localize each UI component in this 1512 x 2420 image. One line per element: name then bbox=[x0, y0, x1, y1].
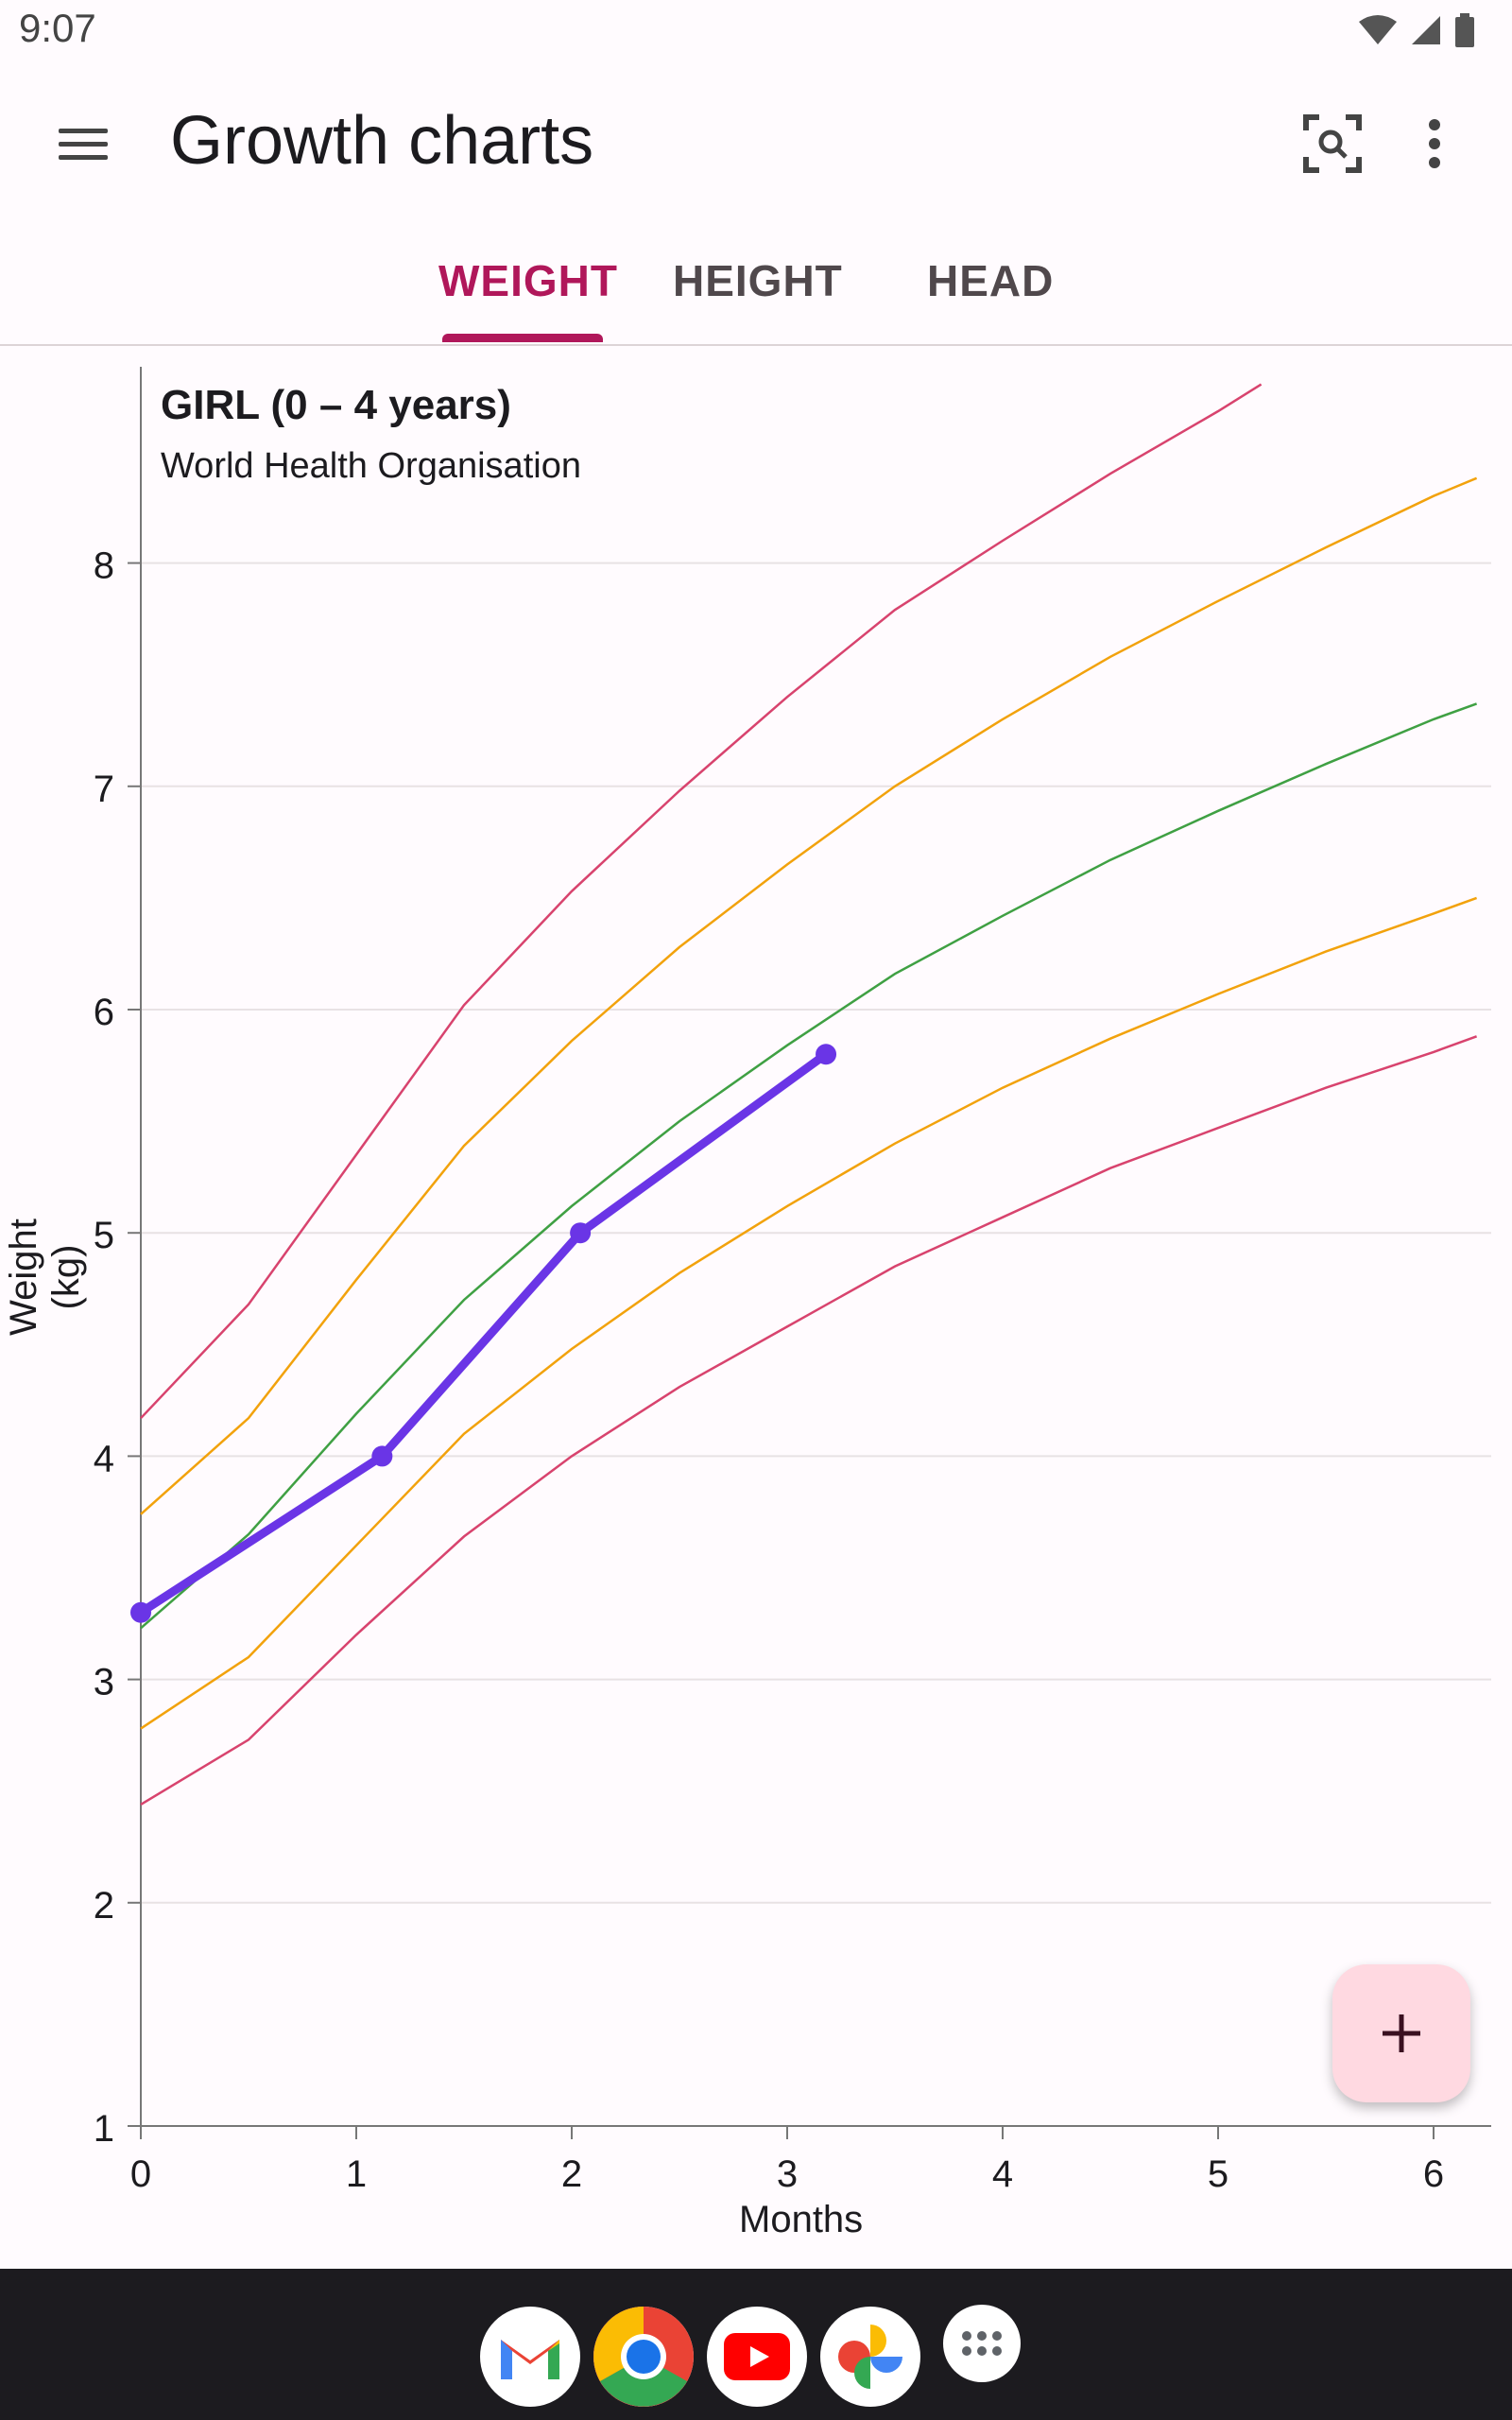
percentile-curve-1 bbox=[140, 476, 1478, 1515]
x-tick-label: 6 bbox=[1423, 2153, 1444, 2195]
y-tick-label: 3 bbox=[94, 1662, 114, 1703]
battery-icon bbox=[1455, 13, 1474, 47]
add-measurement-button[interactable] bbox=[1332, 1964, 1470, 2102]
tab-weight[interactable]: WEIGHT bbox=[438, 256, 618, 305]
y-axis-label: Weight (kg) bbox=[3, 1219, 87, 1336]
y-tick-label: 5 bbox=[94, 1215, 114, 1256]
status-icons bbox=[1359, 13, 1474, 47]
x-tick-label: 1 bbox=[346, 2153, 367, 2195]
app-dock bbox=[0, 2269, 1512, 2420]
gmail-icon[interactable] bbox=[480, 2307, 580, 2407]
chart-subtitle: World Health Organisation bbox=[161, 446, 581, 486]
youtube-icon[interactable] bbox=[707, 2307, 807, 2407]
tab-head[interactable]: HEAD bbox=[927, 256, 1055, 305]
document-scan-icon[interactable] bbox=[1298, 110, 1366, 178]
x-tick-label: 4 bbox=[992, 2153, 1013, 2195]
measurement-point bbox=[371, 1445, 393, 1467]
x-tick-label: 0 bbox=[130, 2153, 151, 2195]
app-drawer-icon[interactable] bbox=[943, 2305, 1021, 2382]
y-tick-label: 1 bbox=[94, 2108, 114, 2150]
chart-title: GIRL (0 – 4 years) bbox=[161, 382, 511, 428]
x-tick-label: 5 bbox=[1208, 2153, 1228, 2195]
tab-indicator bbox=[442, 334, 603, 342]
x-tick-label: 3 bbox=[777, 2153, 798, 2195]
photos-icon[interactable] bbox=[820, 2307, 920, 2407]
percentile-curve-2 bbox=[140, 702, 1478, 1630]
percentile-curve-4 bbox=[140, 1035, 1478, 1806]
page-title: Growth charts bbox=[170, 103, 594, 179]
y-tick-label: 4 bbox=[94, 1438, 114, 1479]
plus-icon bbox=[1383, 2014, 1420, 2052]
y-tick-label: 2 bbox=[94, 1885, 114, 1927]
status-bar: 9:07 bbox=[0, 0, 1512, 60]
measurement-point bbox=[816, 1044, 837, 1065]
measurement-point bbox=[130, 1601, 151, 1623]
tab-height[interactable]: HEIGHT bbox=[673, 256, 843, 305]
y-tick-label: 7 bbox=[94, 769, 114, 810]
y-tick-label: 8 bbox=[94, 545, 114, 587]
percentile-curve-3 bbox=[140, 896, 1478, 1730]
measurement-line bbox=[136, 1049, 831, 1617]
measurement-point bbox=[570, 1222, 592, 1244]
x-tick-label: 2 bbox=[561, 2153, 582, 2195]
percentile-curve-0 bbox=[140, 383, 1263, 1420]
more-vert-icon[interactable] bbox=[1408, 110, 1461, 178]
menu-icon[interactable] bbox=[59, 117, 112, 170]
app-bar: Growth charts bbox=[0, 60, 1512, 227]
y-tick-label: 6 bbox=[94, 992, 114, 1033]
signal-icon bbox=[1412, 16, 1440, 44]
tab-bar: WEIGHT HEIGHT HEAD bbox=[0, 227, 1512, 346]
x-axis-label: Months bbox=[739, 2199, 864, 2240]
wifi-icon bbox=[1359, 15, 1397, 44]
status-time: 9:07 bbox=[19, 6, 96, 50]
chrome-icon[interactable] bbox=[593, 2307, 694, 2407]
